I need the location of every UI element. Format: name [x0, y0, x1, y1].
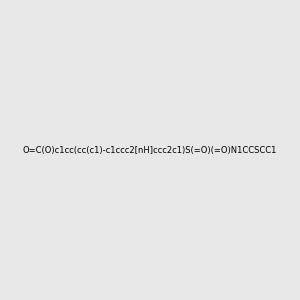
Text: O=C(O)c1cc(cc(c1)-c1ccc2[nH]ccc2c1)S(=O)(=O)N1CCSCC1: O=C(O)c1cc(cc(c1)-c1ccc2[nH]ccc2c1)S(=O)… [23, 146, 277, 154]
